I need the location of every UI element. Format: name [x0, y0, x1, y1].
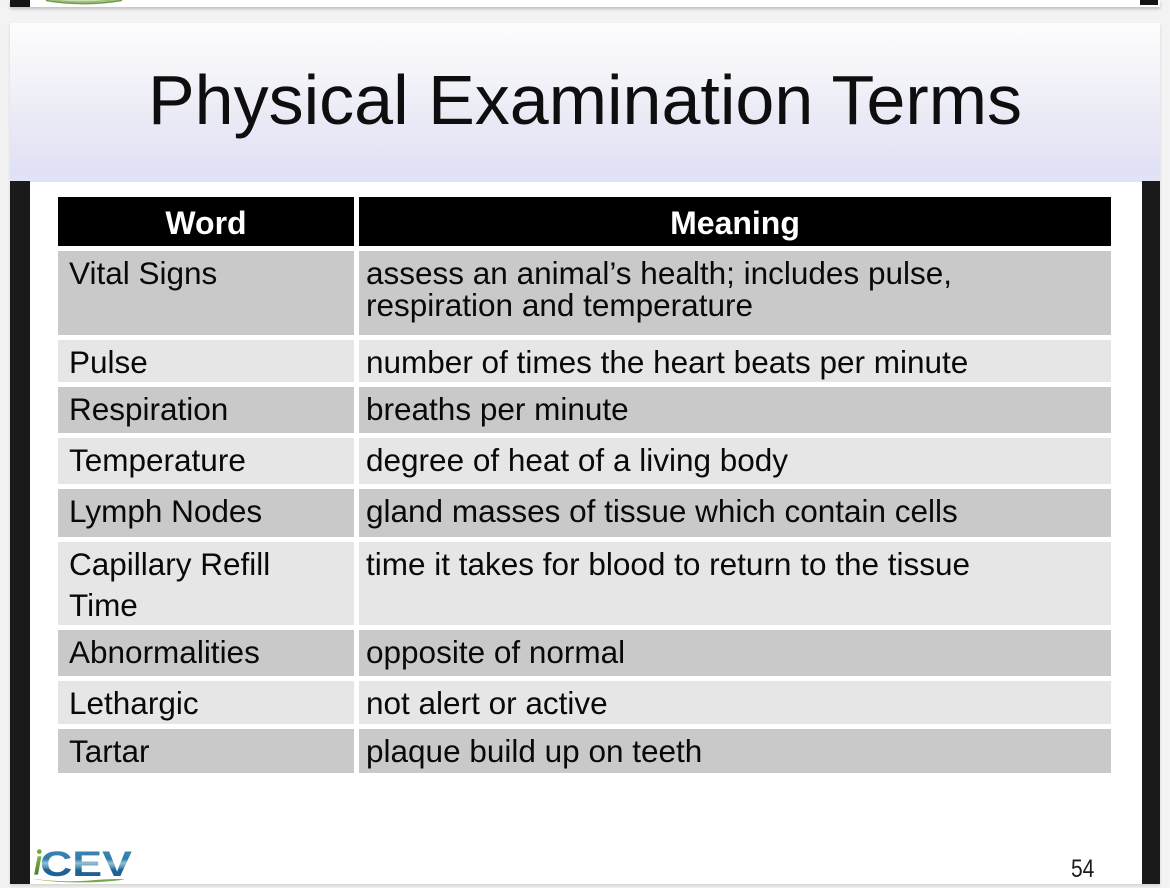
svg-text:CEV: CEV [40, 849, 133, 883]
